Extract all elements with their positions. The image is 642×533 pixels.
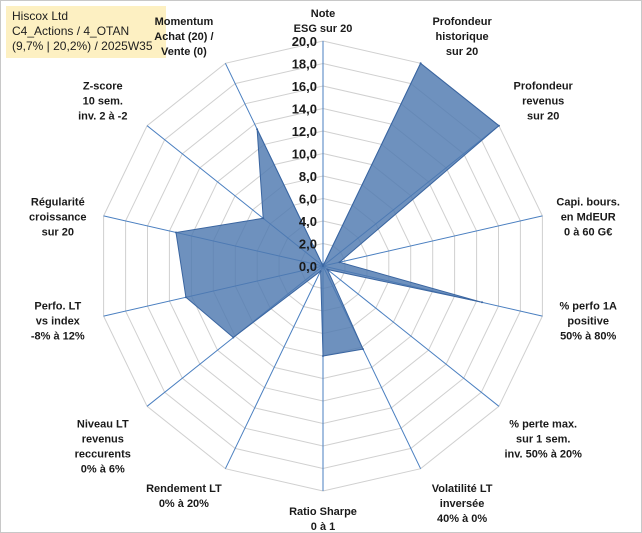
axis-label-11: Régularité croissance sur 20: [29, 197, 86, 239]
data-point-2: [497, 124, 500, 127]
data-point-11: [175, 231, 177, 234]
radar-series: [175, 62, 500, 357]
axis-label-4-line-0: % perfo 1A: [559, 300, 617, 312]
axis-label-10-line-2: -8% à 12%: [31, 330, 85, 342]
axis-label-6-line-0: Volatilité LT: [432, 483, 493, 495]
axis-label-3-line-0: Capi. bours.: [556, 197, 620, 209]
axis-label-8: Rendement LT 0% à 20%: [146, 483, 222, 510]
axis-label-11-line-1: croissance: [29, 212, 86, 224]
axis-label-5: % perte max. sur 1 sem. inv. 50% à 20%: [504, 418, 582, 460]
axis-label-1-line-2: sur 20: [446, 46, 478, 58]
axis-label-6: Volatilité LT inversée 40% à 0%: [432, 483, 493, 525]
tick-label-4: 8,0: [299, 169, 317, 184]
axis-spoke-5: [322, 265, 500, 407]
axis-label-4-line-2: 50% à 80%: [560, 330, 616, 342]
axis-label-10-line-1: vs index: [36, 315, 81, 327]
axis-label-9-line-2: reccurents: [75, 448, 131, 460]
data-point-5: [326, 268, 329, 271]
axis-label-13: Momentum Achat (20) / Vente (0): [154, 16, 213, 58]
axis-label-7-line-1: 0 à 1: [311, 521, 335, 533]
tick-label-8: 16,0: [292, 79, 317, 94]
axis-label-12: Z-score 10 sem. inv. 2 à -2: [78, 81, 127, 123]
axis-label-11-line-0: Régularité: [31, 197, 85, 209]
data-point-1: [419, 62, 422, 65]
axis-label-9: Niveau LT revenus reccurents 0% à 6%: [75, 418, 131, 475]
axis-label-13-line-1: Achat (20) /: [154, 31, 213, 43]
data-point-4: [481, 301, 483, 304]
tick-label-0: 0,0: [299, 259, 317, 274]
data-point-13: [256, 128, 259, 131]
axis-label-4: % perfo 1A positive 50% à 80%: [559, 300, 617, 342]
axis-label-8-line-1: 0% à 20%: [159, 498, 209, 510]
tick-label-3: 6,0: [299, 192, 317, 207]
axis-spoke-3: [322, 215, 543, 267]
axis-label-3-line-1: en MdEUR: [561, 212, 616, 224]
axis-label-2: Profondeur revenus sur 20: [514, 81, 574, 123]
axis-label-1: Profondeur historique sur 20: [432, 16, 492, 58]
company-name: Hiscox Ltd: [12, 9, 69, 23]
tick-label-9: 18,0: [292, 57, 317, 72]
axis-label-0: Note ESG sur 20: [294, 8, 353, 35]
data-point-10: [184, 296, 187, 299]
axis-label-9-line-3: 0% à 6%: [81, 463, 125, 475]
axis-label-1-line-0: Profondeur: [432, 16, 492, 28]
radar-axis-labels: Note ESG sur 20 Profondeur historique sur 20…: [29, 8, 620, 533]
axis-label-10-line-0: Perfo. LT: [34, 300, 81, 312]
tick-label-6: 12,0: [292, 124, 317, 139]
axis-label-12-line-0: Z-score: [83, 81, 123, 93]
chart-title-box: Hiscox Ltd C4_Actions / 4_OTAN (9,7% | 2…: [6, 6, 166, 58]
performance-week: (9,7% | 20,2%) / 2025W35: [12, 39, 153, 53]
axis-label-3-line-2: 0 à 60 G€: [564, 227, 612, 239]
axis-label-7: Ratio Sharpe 0 à 1: [289, 506, 357, 533]
data-point-6: [362, 348, 364, 351]
data-point-8: [319, 270, 322, 273]
axis-label-12-line-1: 10 sem.: [83, 96, 123, 108]
axis-label-9-line-1: revenus: [82, 433, 124, 445]
axis-label-11-line-2: sur 20: [42, 227, 74, 239]
axis-label-0-line-0: Note: [311, 8, 335, 20]
axis-label-12-line-2: inv. 2 à -2: [78, 111, 127, 123]
axis-label-13-line-0: Momentum: [155, 16, 214, 28]
axis-label-5-line-1: sur 1 sem.: [516, 433, 570, 445]
axis-label-7-line-0: Ratio Sharpe: [289, 506, 357, 518]
axis-label-10: Perfo. LT vs index -8% à 12%: [31, 300, 85, 342]
axis-label-5-line-2: inv. 50% à 20%: [504, 448, 582, 460]
axis-label-2-line-2: sur 20: [527, 111, 559, 123]
axis-label-1-line-1: historique: [436, 31, 489, 43]
data-point-7: [322, 355, 324, 357]
data-point-3: [338, 261, 341, 264]
data-point-0: [322, 265, 324, 267]
axis-label-2-line-0: Profondeur: [514, 81, 574, 93]
data-point-12: [262, 217, 265, 220]
series-polygon: [175, 62, 500, 357]
tick-label-7: 14,0: [292, 102, 317, 117]
axis-label-5-line-0: % perte max.: [509, 418, 577, 430]
axis-label-6-line-1: inversée: [440, 498, 485, 510]
axis-label-8-line-0: Rendement LT: [146, 483, 222, 495]
axis-label-13-line-2: Vente (0): [161, 46, 207, 58]
tick-label-10: 20,0: [292, 34, 317, 49]
tick-label-1: 2,0: [299, 237, 317, 252]
tick-label-2: 4,0: [299, 214, 317, 229]
axis-label-9-line-0: Niveau LT: [77, 418, 129, 430]
axis-label-4-line-1: positive: [567, 315, 609, 327]
axis-label-3: Capi. bours. en MdEUR 0 à 60 G€: [556, 197, 620, 239]
axis-spoke-8: [224, 265, 324, 469]
axis-label-0-line-1: ESG sur 20: [294, 23, 353, 35]
radar-tick-labels: 0,0 2,0 4,0 6,0 8,0 10,0 12,0 14,0 16,0 18,0 20,0: [292, 34, 317, 274]
axis-label-6-line-2: 40% à 0%: [437, 513, 487, 525]
data-point-9: [232, 336, 235, 339]
portfolio-category: C4_Actions / 4_OTAN: [12, 24, 130, 38]
axis-label-2-line-1: revenus: [522, 96, 564, 108]
tick-label-5: 10,0: [292, 147, 317, 162]
